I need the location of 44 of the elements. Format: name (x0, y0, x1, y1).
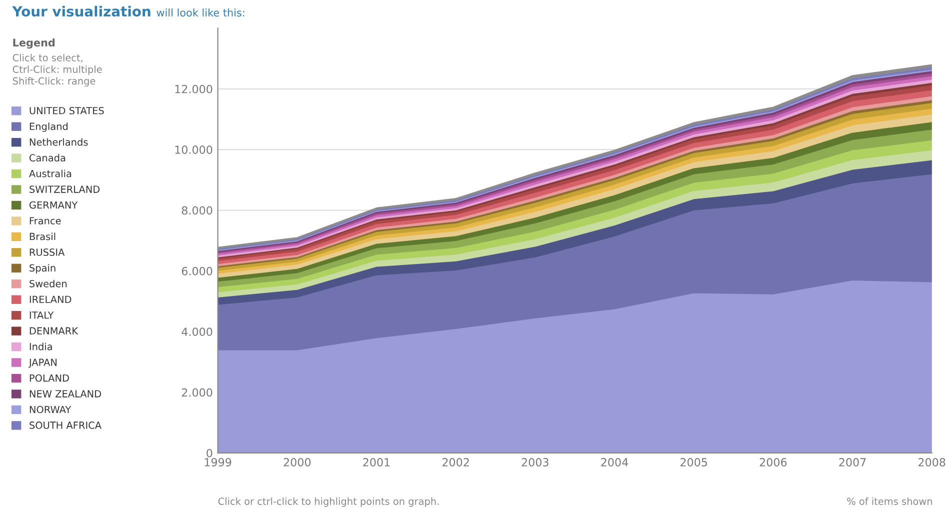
x-tick-label: 2008 (918, 458, 946, 466)
x-tick-label: 2000 (284, 458, 311, 466)
text: Click to select, Ctrl-Click: multiple Shift-Click: range (12, 54, 102, 87)
chart-subtitle: will look like this: (156, 8, 244, 17)
y-tick-label: 4.000 (182, 328, 212, 336)
y-tick-label: 12.000 (175, 84, 212, 94)
y-tick-label: 2.000 (182, 388, 212, 397)
y-tick-label: 0 (206, 448, 212, 458)
x-tick-label: 2004 (601, 458, 628, 466)
y-tick-label: 8.000 (182, 206, 212, 215)
legend-label: UNITED STATES (30, 106, 104, 114)
text: Your visualization (12, 6, 150, 17)
x-tick-label: 1999 (204, 458, 232, 466)
x-tick-label: 2001 (363, 458, 390, 466)
text: Click or ctrl-click to highlight points on graph. (218, 497, 439, 507)
legend-label: JAPAN (28, 358, 57, 368)
legend-label: India (30, 342, 52, 350)
legend-label: POLAND (30, 374, 69, 382)
x-tick-label: 2002 (442, 458, 469, 466)
text: % of items shown (847, 497, 932, 505)
x-tick-label: 2003 (522, 458, 548, 466)
legend-label: SOUTH AFRICA (30, 422, 102, 429)
x-tick-label: 2005 (680, 458, 708, 466)
legend-label: Brasil (30, 232, 56, 240)
legend-label: IRELAND (30, 296, 72, 303)
legend-label: Canada (30, 154, 66, 162)
legend-label: Netherlands (30, 138, 88, 146)
x-tick-label: 2006 (760, 458, 787, 466)
x-tick-label: 2007 (839, 458, 866, 466)
legend-label: NEW ZEALAND (30, 390, 102, 398)
legend-title: Legend (13, 38, 55, 49)
legend-label: ITALY (30, 312, 54, 319)
legend-label: SWITZERLAND (30, 186, 100, 193)
legend-label: England (30, 122, 68, 132)
y-tick-label: 6.000 (182, 266, 212, 276)
legend-label: France (30, 217, 61, 224)
legend-label: Australia (29, 170, 72, 178)
legend-label: Spain (30, 264, 56, 274)
legend-label: GERMANY (30, 201, 78, 209)
legend-label: DENMARK (30, 327, 78, 334)
legend-label: Sweden (30, 280, 67, 288)
legend-label: RUSSIA (30, 248, 65, 256)
y-tick-label: 10.000 (175, 146, 212, 154)
legend-label: NORWAY (30, 406, 72, 414)
